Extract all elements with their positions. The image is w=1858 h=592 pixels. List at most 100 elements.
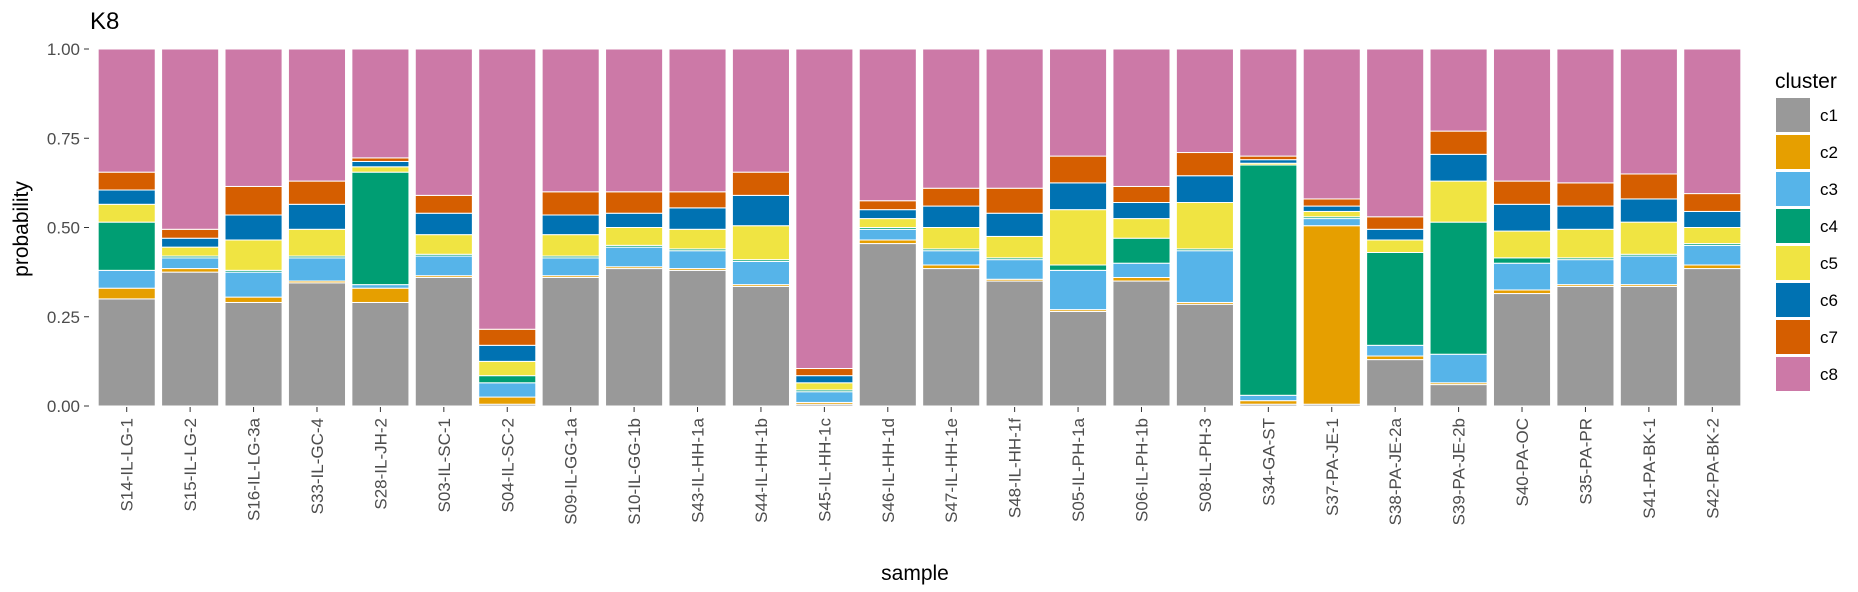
legend-swatch-c5 — [1776, 246, 1810, 280]
bar-segment-S41-PA-BK-1-c8 — [1619, 48, 1678, 175]
bar-segment-S47-IL-HH-1e-c6 — [922, 205, 981, 229]
x-tick-label-S44-IL-HH-1b: S44-IL-HH-1b — [752, 418, 771, 523]
bar-group-S39-PA-JE-2b — [1429, 48, 1488, 407]
x-tick-label-S14-IL-LG-1: S14-IL-LG-1 — [118, 418, 137, 512]
bar-segment-S35-PA-PR-c1 — [1556, 285, 1615, 407]
bar-segment-S09-IL-GG-1a-c7 — [541, 191, 600, 216]
bar-segment-S48-IL-HH-1f-c6 — [985, 212, 1044, 237]
bar-segment-S06-IL-PH-1b-c1 — [1112, 280, 1171, 407]
bar-segment-S14-IL-LG-1-c8 — [97, 48, 156, 173]
legend-label-c6: c6 — [1820, 291, 1838, 310]
x-axis-title: sample — [881, 562, 949, 585]
bar-segment-S44-IL-HH-1b-c6 — [731, 194, 790, 227]
bar-group-S06-IL-PH-1b — [1112, 48, 1171, 407]
bar-segment-S38-PA-JE-2a-c5 — [1366, 239, 1425, 253]
legend-swatch-c1 — [1776, 98, 1810, 132]
y-tick-label-1: 0.25 — [47, 308, 80, 327]
bar-segment-S05-IL-PH-1a-c1 — [1049, 310, 1108, 407]
bar-segment-S08-IL-PH-3-c8 — [1175, 48, 1234, 154]
bar-segment-S33-IL-GC-4-c7 — [287, 180, 347, 205]
bar-segment-S06-IL-PH-1b-c3 — [1112, 262, 1171, 278]
bar-segment-S41-PA-BK-1-c5 — [1619, 221, 1678, 255]
bar-segment-S03-IL-SC-1-c1 — [414, 276, 473, 407]
legend-label-c1: c1 — [1820, 106, 1838, 125]
bar-segment-S39-PA-JE-2b-c4 — [1429, 221, 1488, 355]
x-tick-label-S42-PA-BK-2: S42-PA-BK-2 — [1703, 418, 1722, 519]
x-tick-label-S15-IL-LG-2: S15-IL-LG-2 — [181, 418, 200, 512]
bar-segment-S03-IL-SC-1-c3 — [414, 255, 473, 277]
bar-segment-S37-PA-JE-1-c7 — [1302, 198, 1361, 207]
legend-swatch-c3 — [1776, 172, 1810, 206]
bar-segment-S05-IL-PH-1a-c6 — [1049, 182, 1108, 211]
bar-segment-S46-IL-HH-1d-c8 — [858, 48, 917, 202]
bar-group-S33-IL-GC-4 — [287, 48, 347, 407]
bar-segment-S37-PA-JE-1-c2 — [1302, 225, 1361, 405]
x-tick-label-S16-IL-LG-3a: S16-IL-LG-3a — [245, 417, 264, 521]
bar-segment-S10-IL-GG-1b-c8 — [605, 48, 664, 193]
bar-segment-S08-IL-PH-3-c5 — [1175, 202, 1234, 250]
bar-segment-S08-IL-PH-3-c6 — [1175, 175, 1234, 204]
bar-segment-S40-PA-OC-c5 — [1492, 230, 1552, 259]
bar-segment-S34-GA-ST-c3 — [1239, 394, 1298, 402]
bar-segment-S37-PA-JE-1-c6 — [1302, 205, 1361, 212]
bar-segment-S05-IL-PH-1a-c4 — [1049, 264, 1108, 271]
x-tick-label-S08-IL-PH-3: S08-IL-PH-3 — [1196, 418, 1215, 512]
x-tick-label-S33-IL-GC-4: S33-IL-GC-4 — [308, 418, 327, 514]
bar-segment-S47-IL-HH-1e-c2 — [922, 264, 981, 270]
bar-group-S10-IL-GG-1b — [605, 48, 664, 407]
bar-segment-S34-GA-ST-c6 — [1239, 159, 1298, 164]
bar-segment-S10-IL-GG-1b-c3 — [605, 246, 664, 268]
bar-segment-S42-PA-BK-2-c7 — [1683, 193, 1742, 212]
x-tick-label-S09-IL-GG-1a: S09-IL-GG-1a — [562, 417, 581, 524]
bar-segment-S35-PA-PR-c8 — [1556, 48, 1615, 184]
bar-segment-S34-GA-ST-c2 — [1239, 400, 1298, 405]
bar-segment-S03-IL-SC-1-c8 — [414, 48, 473, 196]
x-tick-label-S38-PA-JE-2a: S38-PA-JE-2a — [1386, 417, 1405, 525]
bar-segment-S44-IL-HH-1b-c8 — [731, 48, 790, 173]
x-tick-label-S05-IL-PH-1a: S05-IL-PH-1a — [1069, 417, 1088, 521]
bar-segment-S40-PA-OC-c4 — [1492, 257, 1552, 264]
bar-segment-S15-IL-LG-2-c7 — [161, 228, 220, 239]
bar-segment-S04-IL-SC-2-c3 — [478, 382, 537, 398]
bar-segment-S45-IL-HH-1c-c8 — [795, 48, 854, 370]
bar-segment-S08-IL-PH-3-c7 — [1175, 152, 1234, 177]
bar-segment-S04-IL-SC-2-c5 — [478, 360, 537, 377]
bar-segment-S39-PA-JE-2b-c8 — [1429, 48, 1488, 132]
bar-group-S47-IL-HH-1e — [922, 48, 981, 407]
bar-segment-S48-IL-HH-1f-c1 — [985, 280, 1044, 407]
legend-label-c2: c2 — [1820, 143, 1838, 162]
bar-segment-S43-IL-HH-1a-c7 — [668, 191, 727, 209]
bar-segment-S15-IL-LG-2-c2 — [161, 268, 220, 273]
bar-segment-S09-IL-GG-1a-c8 — [541, 48, 600, 193]
y-tick-label-3: 0.75 — [47, 129, 80, 148]
bar-segment-S15-IL-LG-2-c3 — [161, 257, 220, 270]
bar-segment-S43-IL-HH-1a-c8 — [668, 48, 727, 193]
bar-segment-S06-IL-PH-1b-c4 — [1112, 237, 1171, 264]
bar-group-S05-IL-PH-1a — [1049, 48, 1108, 407]
bar-segment-S40-PA-OC-c8 — [1492, 48, 1552, 182]
bar-segment-S14-IL-LG-1-c7 — [97, 171, 156, 191]
bar-segment-S14-IL-LG-1-c5 — [97, 203, 156, 223]
bar-segment-S04-IL-SC-2-c2 — [478, 396, 537, 405]
bar-segment-S41-PA-BK-1-c7 — [1619, 173, 1678, 200]
bar-segment-S37-PA-JE-1-c5 — [1302, 210, 1361, 218]
bar-segment-S44-IL-HH-1b-c7 — [731, 171, 790, 196]
bar-segment-S33-IL-GC-4-c8 — [287, 48, 347, 182]
bar-segment-S10-IL-GG-1b-c7 — [605, 191, 664, 214]
bar-segment-S28-IL-JH-2-c2 — [351, 287, 410, 303]
bar-segment-S06-IL-PH-1b-c7 — [1112, 185, 1171, 204]
bar-segment-S15-IL-LG-2-c1 — [161, 271, 220, 407]
bar-segment-S28-IL-JH-2-c7 — [351, 157, 410, 162]
bar-group-S09-IL-GG-1a — [541, 48, 600, 407]
bar-segment-S33-IL-GC-4-c5 — [287, 228, 347, 257]
bar-segment-S40-PA-OC-c2 — [1492, 289, 1552, 295]
x-tick-label-S46-IL-HH-1d: S46-IL-HH-1d — [879, 418, 898, 523]
bar-segment-S14-IL-LG-1-c2 — [97, 287, 156, 300]
bar-segment-S16-IL-LG-3a-c7 — [224, 185, 283, 216]
bar-group-S35-PA-PR — [1556, 48, 1615, 407]
bar-segment-S04-IL-SC-2-c6 — [478, 344, 537, 362]
x-tick-label-S10-IL-GG-1b: S10-IL-GG-1b — [625, 418, 644, 525]
legend-swatch-c8 — [1776, 357, 1810, 391]
bar-segment-S16-IL-LG-3a-c8 — [224, 48, 283, 187]
